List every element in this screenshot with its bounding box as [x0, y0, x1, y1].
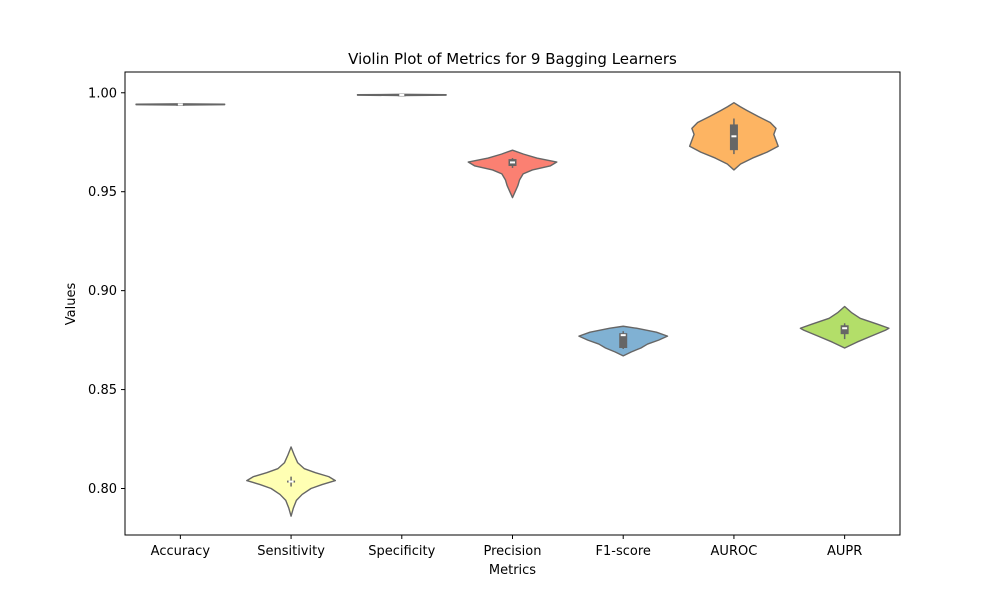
x-axis-title: Metrics	[489, 563, 536, 578]
x-tick-label: Precision	[483, 544, 541, 559]
violin-median	[399, 93, 405, 96]
violin-median	[731, 135, 737, 138]
violin-body	[467, 149, 558, 199]
y-tick-label: 0.85	[88, 383, 117, 398]
violin-sensitivity	[246, 446, 337, 517]
y-tick-label: 1.00	[88, 86, 117, 101]
y-tick-label: 0.95	[88, 185, 117, 200]
y-tick-label: 0.80	[88, 482, 117, 497]
violin-accuracy	[135, 103, 226, 106]
y-axis-title: Values	[64, 283, 79, 326]
violin-precision	[467, 149, 558, 199]
x-tick-label: Accuracy	[151, 544, 211, 559]
x-tick-label: F1-score	[596, 544, 651, 559]
violin-median	[510, 161, 515, 164]
violin-median	[620, 334, 626, 337]
x-axis: Accuracy Sensitivity Specificity Precision F…	[151, 535, 862, 559]
violin-aupr	[799, 305, 890, 349]
x-tick-label: AUPR	[827, 544, 862, 559]
violin-f1-score	[578, 325, 669, 357]
violin-specificity	[356, 93, 447, 97]
x-tick-label: Sensitivity	[257, 544, 325, 559]
violin-median	[177, 103, 183, 106]
chart-title: Violin Plot of Metrics for 9 Bagging Lea…	[348, 50, 677, 68]
y-axis: 0.80 0.85 0.90 0.95 1.00	[88, 86, 125, 497]
violin-median	[288, 480, 294, 483]
violin-auroc	[688, 101, 779, 171]
x-tick-label: Specificity	[368, 544, 435, 559]
violin-iqr-box	[840, 325, 849, 335]
y-tick-label: 0.90	[88, 284, 117, 299]
violins-group	[135, 93, 890, 517]
violin-iqr-box	[619, 333, 628, 349]
violin-median	[842, 327, 848, 330]
x-tick-label: AUROC	[711, 544, 758, 559]
plot-frame	[124, 71, 901, 536]
